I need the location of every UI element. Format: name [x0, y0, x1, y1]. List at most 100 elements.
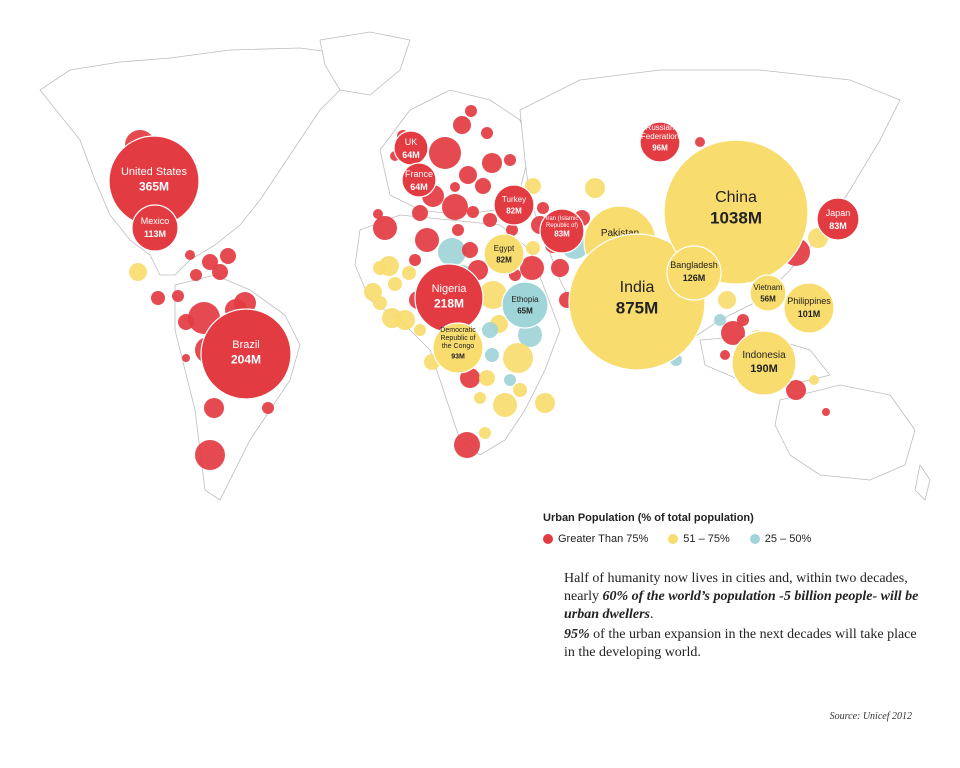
- caption-text: Half of humanity now lives in cities and…: [564, 571, 908, 604]
- caption: Half of humanity now lives in cities and…: [564, 570, 924, 664]
- country-bubble: [195, 440, 225, 470]
- country-bubble: [438, 238, 466, 266]
- country-bubble: [453, 116, 471, 134]
- country-value-label: 875M: [616, 298, 659, 317]
- country-bubble: [452, 224, 464, 236]
- country-bubble: [504, 374, 516, 386]
- country-bubble: [220, 248, 236, 264]
- country-value-label: 101M: [798, 309, 821, 319]
- legend-label: Greater Than 75%: [558, 533, 649, 545]
- country-bubble-labeled: Japan 83M: [816, 197, 860, 241]
- country-bubble: [151, 291, 165, 305]
- country-bubble-circle: [483, 233, 525, 275]
- country-bubble: [737, 314, 749, 326]
- labeled-bubbles: United States365MMexico113MBrazil204MUK6…: [108, 121, 860, 400]
- country-name-label: China: [715, 189, 757, 206]
- country-bubble: [414, 324, 426, 336]
- country-bubble-labeled: Philippines 101M: [783, 282, 835, 334]
- country-name-label: Turkey: [502, 195, 526, 204]
- country-value-label: 190M: [750, 363, 778, 375]
- country-bubble: [493, 393, 517, 417]
- country-bubble-circle: [666, 245, 722, 301]
- country-bubble: [454, 432, 480, 458]
- country-bubble: [822, 408, 830, 416]
- country-bubble: [460, 368, 480, 388]
- country-bubble: [503, 343, 533, 373]
- country-bubble-circle: [401, 162, 437, 198]
- country-bubble-labeled: Indonesia 190M: [731, 330, 797, 396]
- country-bubble: [551, 259, 569, 277]
- caption-emphasis: 60% of the world’s population -5 billion…: [564, 589, 919, 622]
- country-bubble: [202, 254, 218, 270]
- greenland-outline: [319, 31, 411, 96]
- country-bubble: [485, 348, 499, 362]
- country-bubble: [204, 398, 224, 418]
- country-bubble: [182, 354, 190, 362]
- country-bubble: [474, 392, 486, 404]
- country-value-label: 56M: [760, 295, 776, 304]
- country-value-label: 82M: [496, 256, 512, 265]
- country-bubble: [721, 321, 745, 345]
- country-name-label: UK: [405, 137, 418, 147]
- country-bubble: [520, 256, 544, 280]
- legend-label: 51 – 75%: [683, 533, 730, 545]
- country-value-label: 126M: [683, 273, 706, 283]
- country-bubble-circle: [783, 282, 835, 334]
- unlabeled-bubbles: [125, 105, 830, 470]
- country-bubble: [409, 254, 421, 266]
- country-name-label: Mexico: [141, 216, 170, 226]
- country-value-label: 365M: [139, 179, 169, 193]
- country-bubble: [373, 209, 383, 219]
- source-note: Source: Unicef 2012: [829, 711, 912, 722]
- country-bubble-labeled: Turkey 82M: [493, 184, 535, 226]
- country-name-label: United States: [121, 166, 188, 178]
- country-bubble: [526, 241, 540, 255]
- caption-paragraph-1: Half of humanity now lives in cities and…: [564, 570, 924, 624]
- country-bubble-labeled: UK 64M: [393, 130, 429, 166]
- country-name-label: India: [620, 279, 655, 296]
- country-bubble: [373, 261, 387, 275]
- country-value-label: 93M: [451, 353, 465, 360]
- legend-items: Greater Than 75% 51 – 75% 25 – 50%: [543, 533, 811, 545]
- country-value-label: 82M: [506, 207, 522, 216]
- country-bubble: [462, 242, 478, 258]
- legend-item-greater-75: Greater Than 75%: [543, 533, 648, 545]
- country-name-label: Indonesia: [742, 350, 786, 361]
- country-bubble: [506, 224, 518, 236]
- country-bubble: [537, 202, 549, 214]
- country-bubble: [442, 194, 468, 220]
- country-bubble: [373, 216, 397, 240]
- country-bubble-labeled: France 64M: [401, 162, 437, 198]
- legend-label: 25 – 50%: [764, 533, 812, 545]
- legend: Urban Population (% of total population)…: [543, 512, 811, 545]
- country-bubble: [714, 314, 726, 326]
- legend-dot-red: [543, 534, 553, 544]
- country-bubble-circle: [749, 274, 787, 312]
- country-name-label: Federation: [641, 132, 679, 141]
- country-bubble: [185, 250, 195, 260]
- country-bubble: [395, 310, 415, 330]
- legend-title: Urban Population (% of total population): [543, 512, 754, 524]
- country-bubble: [190, 269, 202, 281]
- country-bubble-circle: [639, 121, 681, 163]
- country-name-label: Vietnam: [753, 283, 783, 292]
- country-bubble-labeled: Mexico 113M: [131, 204, 179, 252]
- country-value-label: 1038M: [710, 208, 762, 227]
- country-bubble-circle: [432, 322, 484, 374]
- country-bubble: [504, 154, 516, 166]
- legend-dot-teal: [749, 534, 760, 544]
- country-value-label: 204M: [231, 352, 261, 366]
- country-bubble: [718, 291, 736, 309]
- country-bubble: [388, 277, 402, 291]
- caption-text: of the urban expansion in the next decad…: [564, 627, 917, 660]
- country-bubble: [465, 105, 477, 117]
- country-bubble: [429, 137, 461, 169]
- country-value-label: 83M: [554, 230, 570, 239]
- country-bubble-labeled: Egypt 82M: [483, 233, 525, 275]
- north-america-outline: [39, 47, 361, 276]
- country-bubble: [695, 137, 705, 147]
- country-name-label: Democratic: [440, 327, 476, 334]
